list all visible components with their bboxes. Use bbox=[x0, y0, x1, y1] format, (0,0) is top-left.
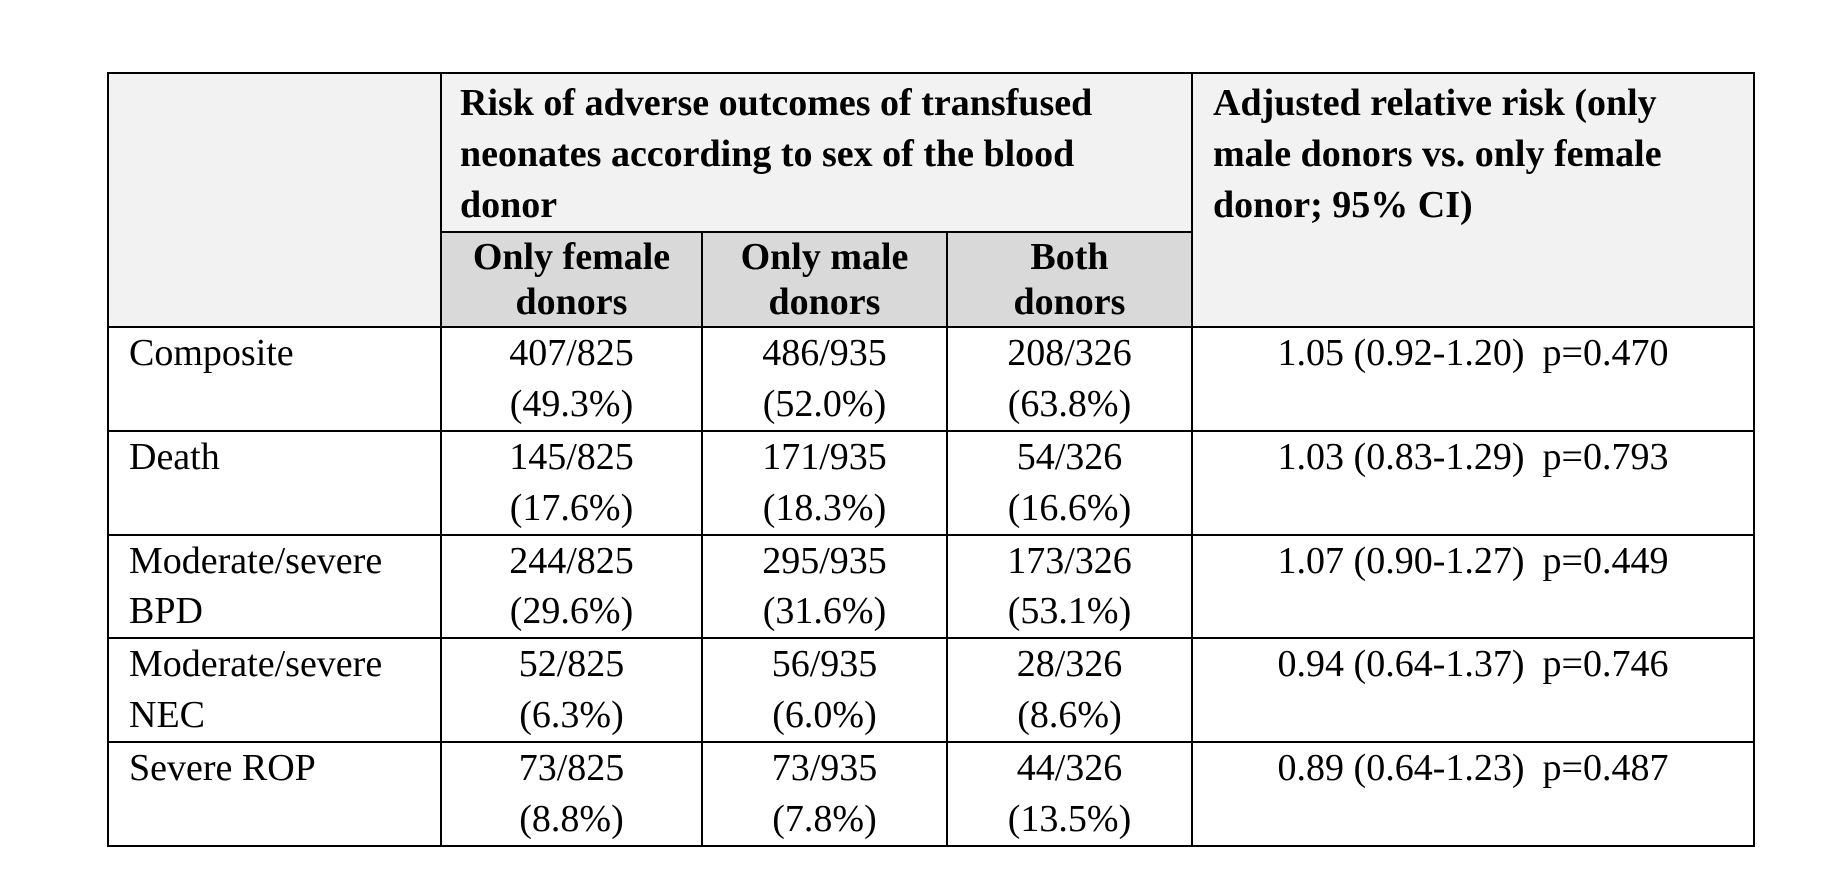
rr-value: 0.89 (0.64-1.23) bbox=[1277, 747, 1525, 790]
cell-count: 486/935 bbox=[762, 331, 887, 374]
group-header: Risk of adverse outcomes of transfused n… bbox=[440, 72, 1193, 233]
cell-percent: (63.8%) bbox=[1007, 382, 1132, 425]
row-label: Severe ROP bbox=[107, 741, 442, 847]
p-value: p=0.487 bbox=[1542, 747, 1669, 790]
cell-percent: (7.8%) bbox=[772, 798, 877, 841]
col-header-line1: Both bbox=[1030, 235, 1109, 278]
cell-only-female: 244/825 (29.6%) bbox=[440, 533, 703, 640]
rr-value: 1.03 (0.83-1.29) bbox=[1277, 435, 1525, 478]
cell-percent: (16.6%) bbox=[1007, 486, 1132, 529]
table-row: Composite 407/825 (49.3%) 486/935 (52.0%… bbox=[107, 325, 1755, 432]
row-label-line1: Severe ROP bbox=[129, 747, 316, 790]
cell-percent: (52.0%) bbox=[762, 382, 887, 425]
cell-percent: (13.5%) bbox=[1007, 798, 1132, 841]
cell-count: 244/825 bbox=[509, 539, 634, 582]
cell-relative-risk: 1.03 (0.83-1.29) p=0.793 bbox=[1191, 429, 1755, 536]
rr-value: 1.05 (0.92-1.20) bbox=[1277, 331, 1525, 374]
cell-percent: (8.8%) bbox=[519, 798, 624, 841]
rr-value: 0.94 (0.64-1.37) bbox=[1277, 643, 1525, 686]
table-container: Risk of adverse outcomes of transfused n… bbox=[107, 72, 1755, 847]
col-header-line1: Only female bbox=[472, 235, 671, 278]
cell-percent: (31.6%) bbox=[762, 590, 887, 633]
cell-count: 145/825 bbox=[509, 435, 634, 478]
col-header-only-male: Only male donors bbox=[701, 230, 948, 328]
cell-percent: (6.3%) bbox=[519, 694, 624, 737]
cell-count: 73/935 bbox=[771, 747, 878, 790]
cell-count: 52/825 bbox=[518, 643, 625, 686]
row-label-line2: BPD bbox=[129, 590, 203, 633]
row-label: Composite bbox=[107, 325, 442, 432]
cell-both: 54/326 (16.6%) bbox=[946, 429, 1193, 536]
cell-count: 171/935 bbox=[762, 435, 887, 478]
row-label: Death bbox=[107, 429, 442, 536]
cell-only-female: 407/825 (49.3%) bbox=[440, 325, 703, 432]
cell-relative-risk: 1.07 (0.90-1.27) p=0.449 bbox=[1191, 533, 1755, 640]
cell-only-female: 52/825 (6.3%) bbox=[440, 637, 703, 744]
col-header-line1: Only male bbox=[740, 235, 909, 278]
results-table: Risk of adverse outcomes of transfused n… bbox=[107, 72, 1755, 847]
p-value: p=0.470 bbox=[1542, 331, 1669, 374]
rr-value: 1.07 (0.90-1.27) bbox=[1277, 539, 1525, 582]
cell-percent: (18.3%) bbox=[762, 486, 887, 529]
cell-both: 173/326 (53.1%) bbox=[946, 533, 1193, 640]
cell-only-female: 73/825 (8.8%) bbox=[440, 741, 703, 847]
table-row: Moderate/severe BPD 244/825 (29.6%) 295/… bbox=[107, 533, 1755, 640]
cell-both: 28/326 (8.6%) bbox=[946, 637, 1193, 744]
cell-only-male: 56/935 (6.0%) bbox=[701, 637, 948, 744]
p-value: p=0.449 bbox=[1542, 539, 1669, 582]
cell-count: 73/825 bbox=[518, 747, 625, 790]
rr-header: Adjusted relative risk (only male donors… bbox=[1191, 72, 1755, 328]
col-header-both: Both donors bbox=[946, 230, 1193, 328]
cell-percent: (49.3%) bbox=[509, 382, 634, 425]
p-value: p=0.746 bbox=[1542, 643, 1669, 686]
cell-percent: (29.6%) bbox=[509, 590, 634, 633]
cell-only-male: 171/935 (18.3%) bbox=[701, 429, 948, 536]
cell-percent: (6.0%) bbox=[772, 694, 877, 737]
cell-both: 44/326 (13.5%) bbox=[946, 741, 1193, 847]
cell-only-male: 486/935 (52.0%) bbox=[701, 325, 948, 432]
table-row: Severe ROP 73/825 (8.8%) 73/935 (7.8%) 4… bbox=[107, 741, 1755, 847]
header-row-2: Only female donors Only male donors Both… bbox=[108, 230, 1754, 328]
row-label-line2: NEC bbox=[129, 694, 205, 737]
cell-count: 28/326 bbox=[1016, 643, 1123, 686]
col-header-line2: donors bbox=[1013, 281, 1126, 324]
col-header-only-female: Only female donors bbox=[440, 230, 703, 328]
cell-count: 44/326 bbox=[1016, 747, 1123, 790]
cell-count: 56/935 bbox=[771, 643, 878, 686]
header-empty-corner bbox=[107, 72, 442, 328]
row-label: Moderate/severe BPD bbox=[107, 533, 442, 640]
cell-relative-risk: 0.94 (0.64-1.37) p=0.746 bbox=[1191, 637, 1755, 744]
cell-count: 208/326 bbox=[1007, 331, 1132, 374]
p-value: p=0.793 bbox=[1542, 435, 1669, 478]
cell-only-male: 295/935 (31.6%) bbox=[701, 533, 948, 640]
table-row: Moderate/severe NEC 52/825 (6.3%) 56/935… bbox=[107, 637, 1755, 744]
cell-percent: (53.1%) bbox=[1007, 590, 1132, 633]
table-row: Death 145/825 (17.6%) 171/935 (18.3%) 54… bbox=[107, 429, 1755, 536]
cell-count: 407/825 bbox=[509, 331, 634, 374]
cell-count: 173/326 bbox=[1007, 539, 1132, 582]
cell-count: 54/326 bbox=[1016, 435, 1123, 478]
cell-relative-risk: 0.89 (0.64-1.23) p=0.487 bbox=[1191, 741, 1755, 847]
row-label-line1: Moderate/severe bbox=[129, 643, 383, 686]
cell-count: 295/935 bbox=[762, 539, 887, 582]
row-label-line1: Moderate/severe bbox=[129, 539, 383, 582]
header-row-1: Risk of adverse outcomes of transfused n… bbox=[107, 72, 1755, 328]
row-label-line1: Composite bbox=[129, 331, 294, 374]
col-header-line2: donors bbox=[515, 281, 628, 324]
cell-only-female: 145/825 (17.6%) bbox=[440, 429, 703, 536]
cell-percent: (8.6%) bbox=[1017, 694, 1122, 737]
row-label: Moderate/severe NEC bbox=[107, 637, 442, 744]
row-label-line1: Death bbox=[129, 435, 220, 478]
cell-both: 208/326 (63.8%) bbox=[946, 325, 1193, 432]
cell-percent: (17.6%) bbox=[509, 486, 634, 529]
col-header-line2: donors bbox=[768, 281, 881, 324]
cell-relative-risk: 1.05 (0.92-1.20) p=0.470 bbox=[1191, 325, 1755, 432]
cell-only-male: 73/935 (7.8%) bbox=[701, 741, 948, 847]
